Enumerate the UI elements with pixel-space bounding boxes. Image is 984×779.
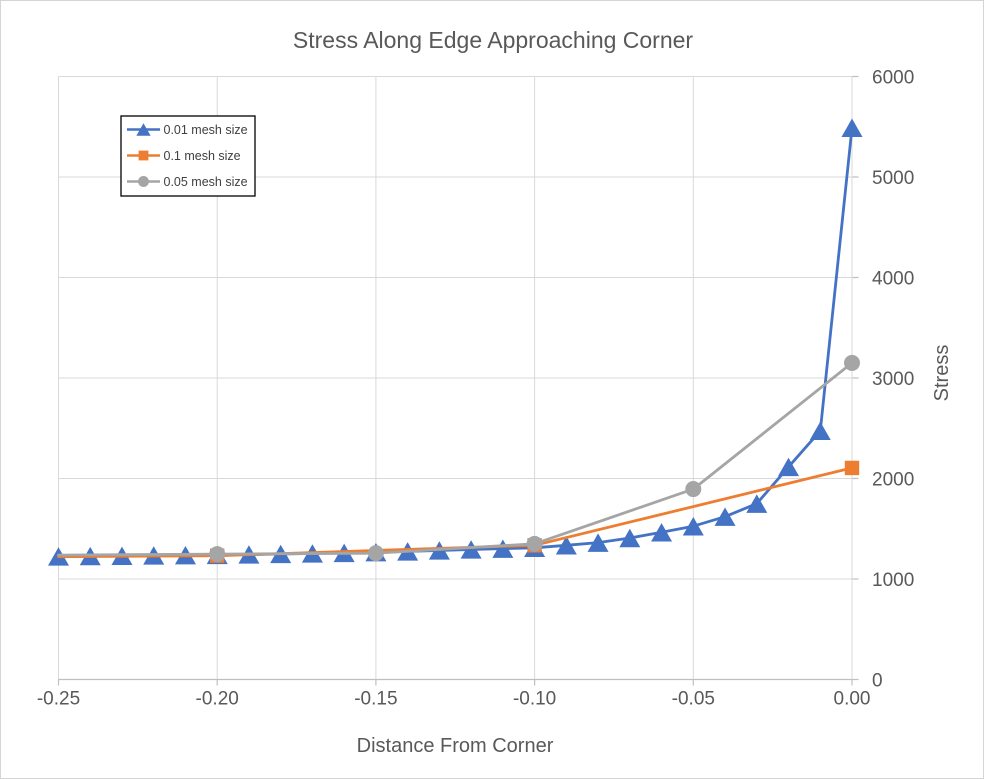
series-0-point-14 <box>492 539 514 558</box>
legend: 0.01 mesh size 0.1 mesh size 0.05 mesh siz… <box>120 115 256 197</box>
series-line-2 <box>57 361 854 557</box>
series-2-point-5 <box>844 354 860 371</box>
series-2-point-1 <box>209 546 226 563</box>
x-tick-label: 0.00 <box>834 689 871 710</box>
y-tick-label: 4000 <box>872 269 914 290</box>
y-tick-label: 2000 <box>872 470 914 491</box>
x-tick-label: -0.20 <box>196 689 239 710</box>
series-2-point-4 <box>685 481 702 498</box>
x-tick-label: -0.25 <box>37 689 80 710</box>
series-0-point-19 <box>651 523 673 542</box>
legend-circle-icon <box>138 176 149 187</box>
series-0-point-13 <box>460 540 482 559</box>
legend-label: 0.01 mesh size <box>164 123 248 137</box>
y-tick-label: 5000 <box>872 168 914 189</box>
series-0-point-20 <box>682 517 704 536</box>
series-layer <box>48 118 863 566</box>
legend-triangle-icon <box>136 123 151 136</box>
series-2-point-3 <box>526 535 543 552</box>
legend-square-icon <box>138 150 149 161</box>
legend-label: 0.05 mesh size <box>164 175 248 189</box>
y-axis-title: Stress <box>931 345 953 402</box>
series-0-point-21 <box>714 507 736 526</box>
legend-item-2: 0.05 mesh size <box>127 175 248 189</box>
y-tick-label: 0 <box>872 671 883 692</box>
grid-layer: 0 1000 2000 3000 4000 5000 6000 -0.25 -0.20 -0.15… <box>37 68 914 710</box>
series-1-point-3 <box>844 460 860 476</box>
series-0-point-16 <box>555 536 577 555</box>
series-0-point-25 <box>841 118 863 137</box>
series-0-point-24 <box>809 421 831 440</box>
series-0-point-22 <box>746 494 768 513</box>
x-tick-label: -0.05 <box>672 689 715 710</box>
series-0-point-17 <box>587 533 609 552</box>
x-tick-label: -0.10 <box>513 689 556 710</box>
y-tick-label: 1000 <box>872 570 914 591</box>
legend-item-0: 0.01 mesh size <box>127 123 248 137</box>
series-0-point-18 <box>619 528 641 548</box>
y-tick-label: 3000 <box>872 369 914 390</box>
y-tick-label: 6000 <box>872 68 914 89</box>
legend-item-1: 0.1 mesh size <box>127 149 241 163</box>
x-axis-title: Distance From Corner <box>357 735 554 757</box>
x-tick-label: -0.15 <box>354 689 397 710</box>
legend-label: 0.1 mesh size <box>164 149 241 163</box>
series-2-point-2 <box>367 545 384 562</box>
chart-title: Stress Along Edge Approaching Corner <box>293 27 694 53</box>
series-0-point-23 <box>778 457 800 477</box>
